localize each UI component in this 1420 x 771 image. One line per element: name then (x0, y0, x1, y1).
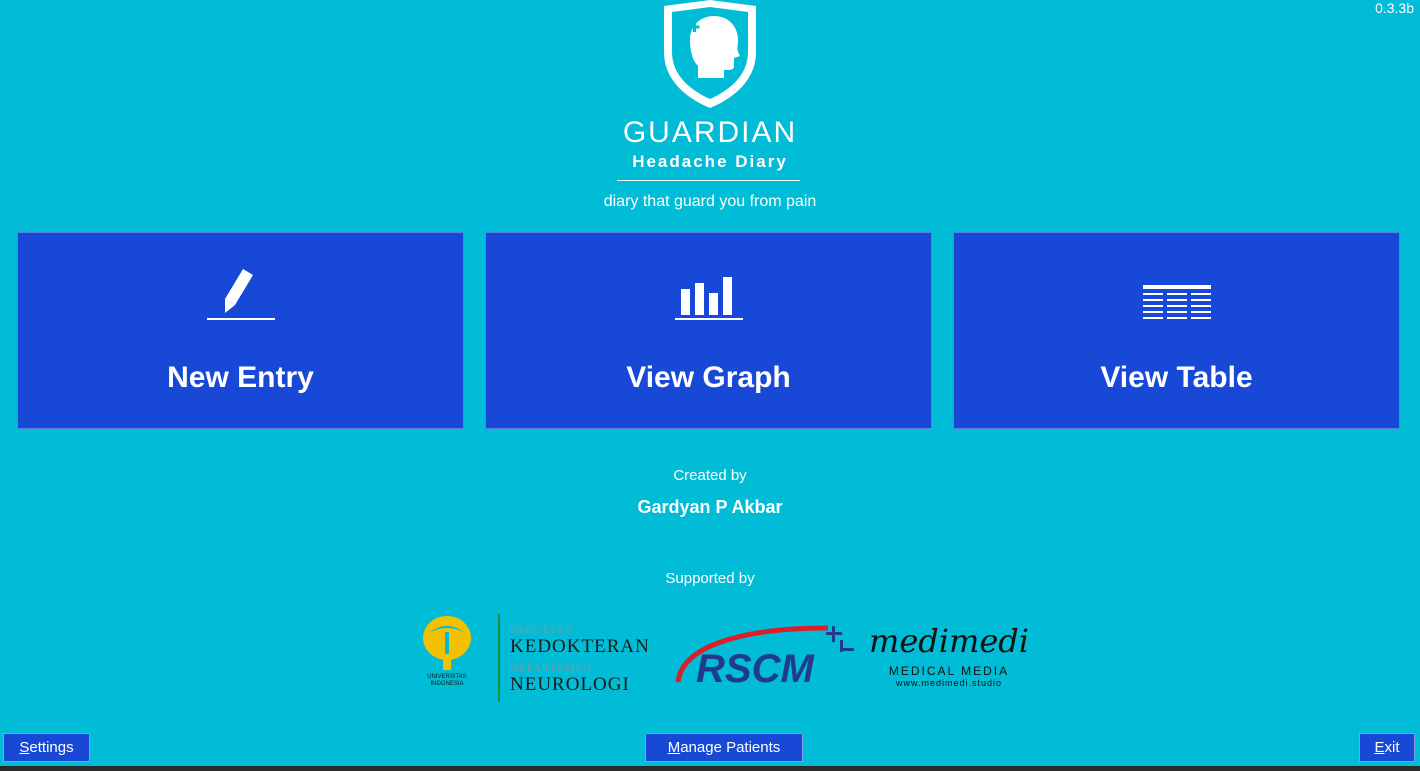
pencil-icon (206, 269, 275, 320)
fk-neurologi-logo: FAKULTAS KEDOKTERAN DEPARTEMEN NEUROLOGI (498, 612, 650, 704)
table-icon (1142, 285, 1211, 319)
bar-chart-icon (674, 277, 743, 320)
taskbar-strip (0, 766, 1420, 771)
fk-small-2: DEPARTEMEN (510, 662, 593, 674)
medimedi-logo: medimedi MEDICAL MEDIA www.medimedi.stud… (866, 622, 1032, 692)
manage-accel: M (667, 739, 681, 756)
supported-by-label: Supported by (665, 570, 755, 587)
tagline: diary that guard you from pain (603, 193, 817, 210)
view-graph-label: View Graph (626, 361, 791, 394)
new-entry-tile[interactable]: New Entry (17, 232, 464, 429)
exit-button[interactable]: Exit (1359, 733, 1415, 762)
created-by-label: Created by (673, 467, 747, 484)
ui-line2: INDONESIA (430, 681, 463, 687)
fk-big-2: NEUROLOGI (510, 674, 630, 695)
settings-button[interactable]: Settings (3, 733, 90, 762)
ui-line1: UNIVERSITAS (427, 674, 467, 680)
manage-rest: anage Patients (680, 739, 781, 756)
exit-accel: E (1374, 739, 1385, 756)
medimedi-script: medimedi (869, 622, 1029, 660)
settings-accel: S (19, 739, 30, 756)
brand-divider (617, 180, 800, 181)
fk-big-1: KEDOKTERAN (510, 636, 650, 657)
brand-title: GUARDIAN (622, 116, 798, 149)
rscm-text: RSCM (696, 647, 815, 691)
view-graph-tile[interactable]: View Graph (485, 232, 932, 429)
fk-small-1: FAKULTAS (510, 624, 573, 636)
manage-patients-button[interactable]: Manage Patients (645, 733, 803, 762)
universitas-indonesia-logo: UNIVERSITAS INDONESIA (423, 616, 471, 687)
exit-rest: xit (1384, 739, 1400, 756)
shield-logo-icon (664, 0, 756, 108)
settings-rest: ettings (29, 739, 74, 756)
fk-divider (498, 614, 500, 702)
author-name: Gardyan P Akbar (637, 497, 783, 517)
rscm-logo: RSCM (675, 625, 854, 691)
medimedi-caption: MEDICAL MEDIA (888, 664, 1010, 678)
brand-subtitle: Headache Diary (632, 152, 788, 171)
new-entry-label: New Entry (167, 361, 314, 394)
version-label: 0.3.3b (1375, 0, 1414, 16)
view-table-tile[interactable]: View Table (953, 232, 1400, 429)
medimedi-url: www.medimedi.studio (895, 678, 1003, 688)
view-table-label: View Table (1100, 361, 1253, 394)
